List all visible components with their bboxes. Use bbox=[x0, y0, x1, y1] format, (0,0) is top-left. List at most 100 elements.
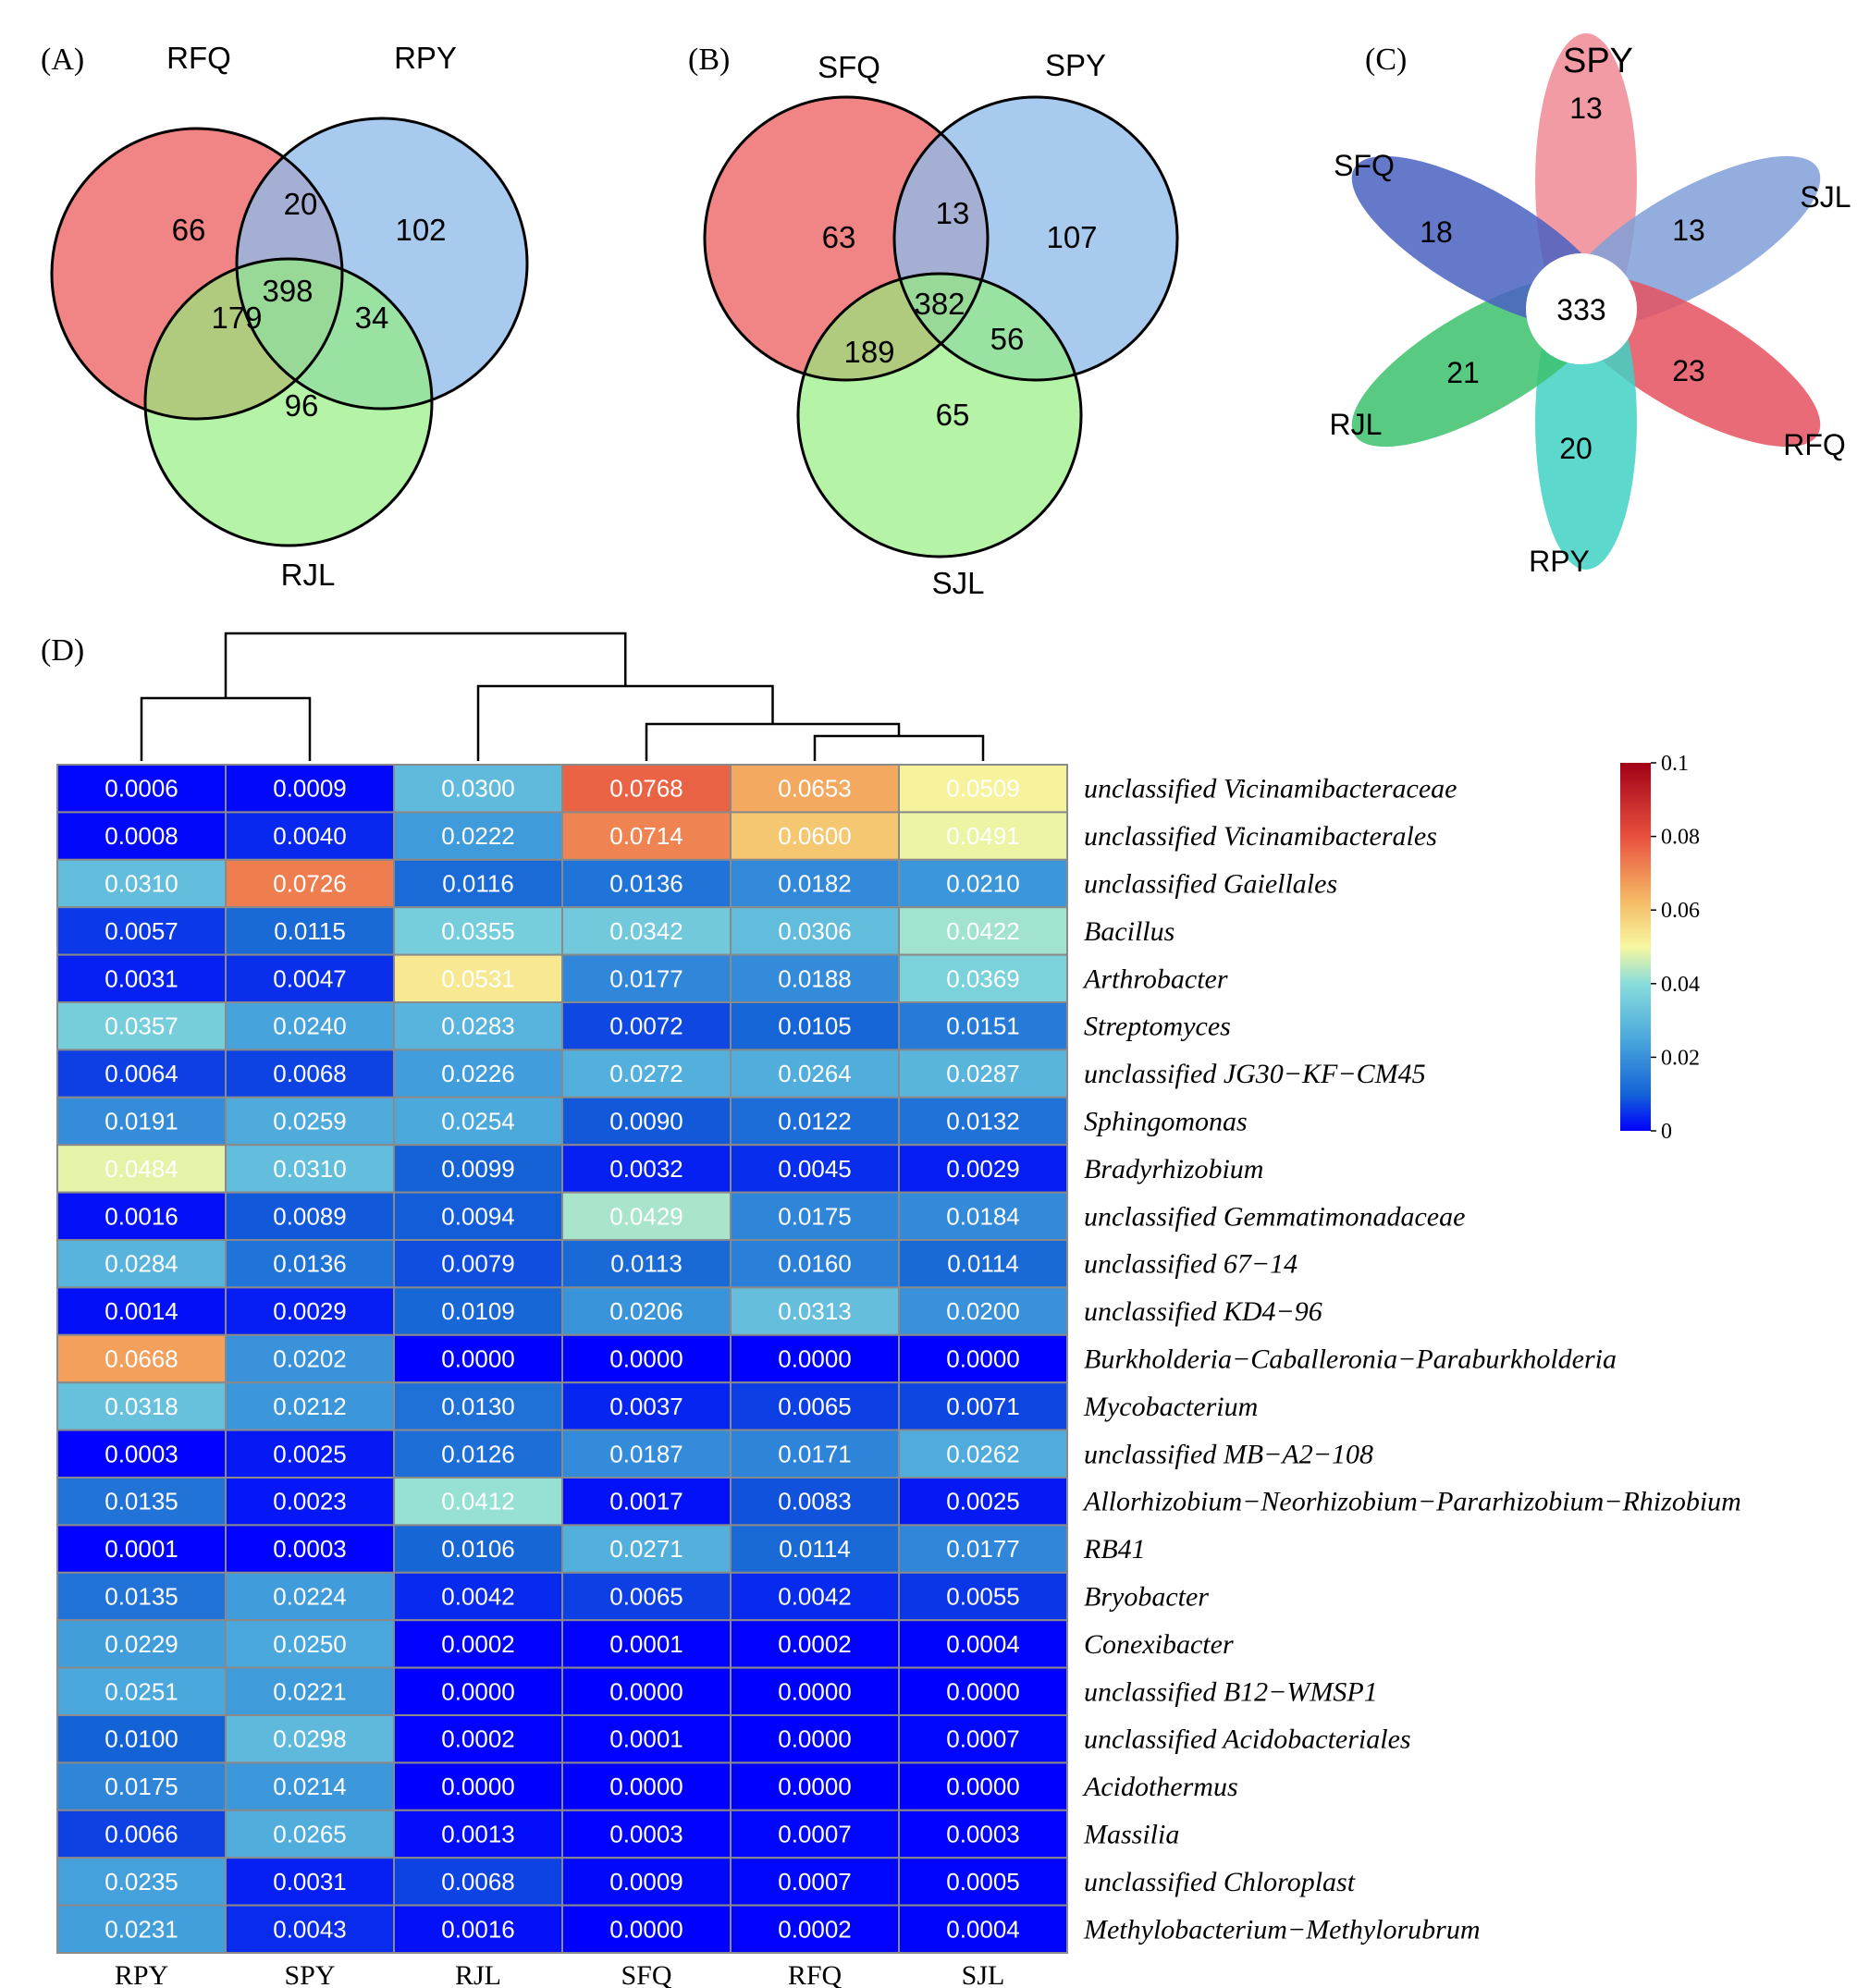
heatmap-cell bbox=[898, 1049, 1068, 1098]
heatmap-cell bbox=[393, 1524, 563, 1574]
colorbar-tick-label: 0.1 bbox=[1661, 752, 1689, 776]
heatmap-cell-value: 0.0310 bbox=[273, 1155, 347, 1183]
heatmap-cell-value: 0.0135 bbox=[105, 1488, 178, 1516]
heatmap-cell-value: 0.0113 bbox=[610, 1250, 683, 1278]
heatmap-cell bbox=[561, 1191, 732, 1241]
heatmap-column-label: SFQ bbox=[621, 1960, 671, 1988]
heatmap-cell-value: 0.0005 bbox=[946, 1868, 1020, 1896]
heatmap-cell-value: 0.0226 bbox=[441, 1060, 515, 1087]
heatmap-cell-value: 0.0029 bbox=[273, 1297, 347, 1325]
heatmap-cell-value: 0.0007 bbox=[778, 1821, 852, 1848]
heatmap-cell-value: 0.0009 bbox=[273, 775, 347, 803]
heatmap-cell bbox=[225, 1049, 395, 1098]
heatmap-cell bbox=[225, 1096, 395, 1147]
heatmap-column-label: SJL bbox=[962, 1960, 1005, 1988]
heatmap-cell-value: 0.0045 bbox=[778, 1155, 852, 1183]
heatmap-row-label: RB41 bbox=[1083, 1534, 1146, 1565]
heatmap-cell bbox=[561, 1809, 732, 1859]
heatmap-cell-value: 0.0009 bbox=[609, 1868, 683, 1896]
heatmap-cell bbox=[56, 1239, 227, 1289]
heatmap-cell-value: 0.0240 bbox=[273, 1012, 347, 1040]
heatmap-cell bbox=[56, 1477, 227, 1527]
heatmap-column-labels: RPY SPY RJL SFQ RFQ SJL bbox=[115, 1960, 1005, 1988]
venn-a-set-rpy: RPY bbox=[394, 41, 457, 75]
heatmap-cell-value: 0.0114 bbox=[947, 1250, 1019, 1278]
heatmap-cell bbox=[225, 858, 395, 909]
heatmap-cell-value: 0.0090 bbox=[609, 1108, 683, 1135]
heatmap-cell-value: 0.0000 bbox=[609, 1915, 683, 1943]
heatmap-row-label: Streptomyces bbox=[1084, 1012, 1231, 1042]
heatmap-cell bbox=[898, 764, 1068, 814]
heatmap-cell-value: 0.0008 bbox=[105, 822, 178, 850]
petal-sfq-name: SFQ bbox=[1334, 149, 1395, 182]
heatmap-cell bbox=[898, 1761, 1068, 1811]
heatmap-row-label: Acidothermus bbox=[1082, 1772, 1238, 1802]
heatmap-cell-value: 0.0151 bbox=[946, 1012, 1020, 1040]
heatmap-cell bbox=[56, 1333, 227, 1384]
heatmap-cell-value: 0.0135 bbox=[105, 1583, 178, 1611]
heatmap-cell-value: 0.0182 bbox=[778, 870, 852, 898]
heatmap-cell bbox=[898, 953, 1068, 1003]
colorbar-tick-label: 0 bbox=[1661, 1120, 1672, 1144]
venn-b-only-sjl: 65 bbox=[936, 398, 970, 432]
panel-a-label: (A) bbox=[41, 43, 84, 77]
venn-b-only-sfq: 63 bbox=[822, 220, 856, 254]
heatmap-cell-value: 0.0004 bbox=[946, 1915, 1020, 1943]
heatmap-cell bbox=[898, 1001, 1068, 1051]
heatmap-cell-value: 0.0068 bbox=[441, 1868, 515, 1896]
heatmap-row-label: unclassified Gaiellales bbox=[1084, 869, 1337, 900]
heatmap-cell bbox=[898, 906, 1068, 956]
heatmap-cell-value: 0.0231 bbox=[105, 1915, 178, 1943]
heatmap-cell-value: 0.0212 bbox=[273, 1393, 347, 1420]
heatmap-cell-value: 0.0272 bbox=[609, 1060, 683, 1087]
heatmap-cell-value: 0.0284 bbox=[105, 1250, 178, 1278]
heatmap-cell-value: 0.0000 bbox=[609, 1345, 683, 1373]
venn-b-set-sjl: SJL bbox=[932, 566, 985, 600]
heatmap-cell-value: 0.0262 bbox=[946, 1440, 1020, 1467]
venn-b-all: 382 bbox=[914, 287, 965, 321]
heatmap-cell bbox=[730, 1761, 900, 1811]
heatmap-row-label: unclassified 67−14 bbox=[1084, 1249, 1297, 1280]
heatmap-cell bbox=[730, 1619, 900, 1669]
heatmap-cell-value: 0.0003 bbox=[273, 1535, 347, 1563]
heatmap-cell-value: 0.0136 bbox=[609, 870, 683, 898]
dendrogram-branch bbox=[224, 632, 627, 698]
heatmap-cell-value: 0.0206 bbox=[609, 1297, 683, 1325]
heatmap-cell bbox=[56, 1429, 227, 1479]
heatmap-cell-value: 0.0031 bbox=[105, 964, 178, 992]
heatmap-cell-value: 0.0042 bbox=[441, 1583, 515, 1611]
heatmap-cell bbox=[730, 764, 900, 814]
heatmap-cell-value: 0.0221 bbox=[273, 1677, 347, 1705]
colorbar-gradient bbox=[1620, 763, 1651, 1131]
heatmap-cell-value: 0.0064 bbox=[105, 1060, 178, 1087]
heatmap-cell bbox=[898, 1144, 1068, 1194]
heatmap-panel-d: (D) 0.0006 0.0009 0.0300 0.0768 0.0653 0.0509… bbox=[41, 632, 1741, 1988]
heatmap-row-label: Sphingomonas bbox=[1084, 1107, 1248, 1137]
heatmap-cell-value: 0.0653 bbox=[778, 775, 852, 803]
heatmap-cell-value: 0.0079 bbox=[441, 1250, 515, 1278]
heatmap-cell bbox=[898, 1809, 1068, 1859]
heatmap-cell-value: 0.0229 bbox=[105, 1630, 178, 1658]
petal-sjl-value: 13 bbox=[1672, 214, 1705, 247]
heatmap-cell-value: 0.0001 bbox=[105, 1535, 178, 1563]
heatmap-row-label: unclassified MB−A2−108 bbox=[1084, 1439, 1373, 1469]
heatmap-cell-value: 0.0002 bbox=[441, 1725, 515, 1753]
heatmap-cell-value: 0.0003 bbox=[609, 1821, 683, 1848]
heatmap-cell-value: 0.0031 bbox=[273, 1868, 347, 1896]
petal-rjl-value: 21 bbox=[1446, 356, 1480, 389]
heatmap-row-label: Burkholderia−Caballeronia−Paraburkholder… bbox=[1084, 1344, 1617, 1375]
heatmap-cell-value: 0.0357 bbox=[105, 1012, 178, 1040]
heatmap-cell-value: 0.0000 bbox=[609, 1773, 683, 1800]
heatmap-cell-value: 0.0094 bbox=[441, 1202, 515, 1230]
heatmap-cell-value: 0.0484 bbox=[105, 1155, 178, 1183]
heatmap-cell bbox=[56, 1524, 227, 1574]
venn-b-set-sfq: SFQ bbox=[818, 50, 880, 84]
heatmap-row-label: unclassified Vicinamibacteraceae bbox=[1084, 774, 1457, 804]
heatmap-cell bbox=[898, 1477, 1068, 1527]
dendrogram-branch bbox=[813, 734, 985, 761]
heatmap-cell-value: 0.0003 bbox=[105, 1440, 178, 1467]
heatmap-cell bbox=[561, 1666, 732, 1716]
heatmap-cell bbox=[561, 1571, 732, 1622]
heatmap-cell bbox=[730, 1096, 900, 1147]
